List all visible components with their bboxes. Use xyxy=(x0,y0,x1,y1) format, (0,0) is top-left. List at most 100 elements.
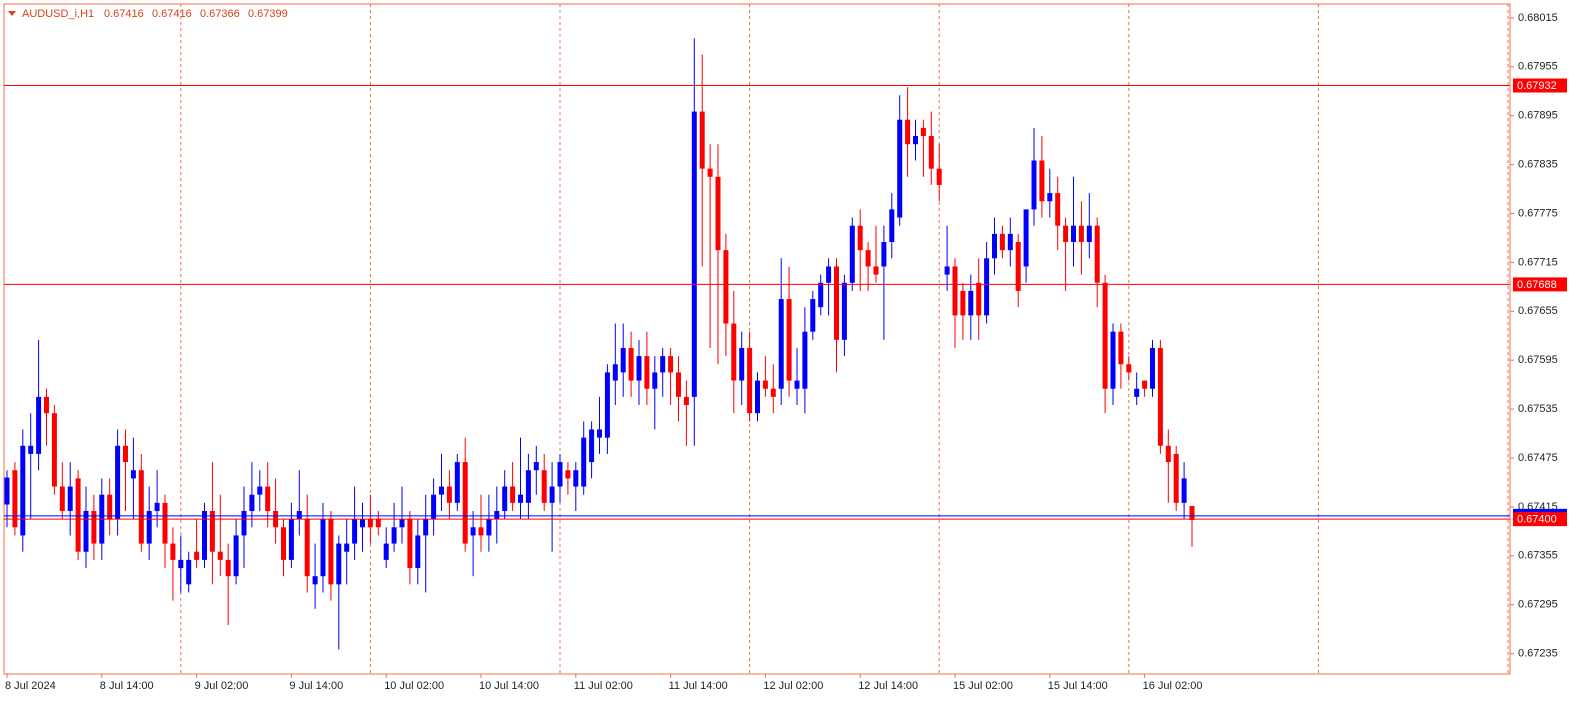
candle-body xyxy=(265,486,271,511)
candle-body xyxy=(841,282,847,340)
plot-frame xyxy=(3,3,1511,675)
x-tick-label: 10 Jul 02:00 xyxy=(384,680,444,692)
candle-body xyxy=(367,519,373,528)
candle-body xyxy=(44,396,49,414)
candle-body xyxy=(51,413,57,487)
y-tick-label: 0.67775 xyxy=(1518,207,1558,219)
candle-body xyxy=(510,486,516,503)
candle-body xyxy=(423,519,429,536)
candle-body xyxy=(770,388,776,397)
candle-body xyxy=(336,543,342,585)
candle-body xyxy=(1023,209,1029,267)
candle-body xyxy=(209,510,215,552)
candle-body xyxy=(660,356,666,373)
candle-body xyxy=(1055,193,1061,226)
candle-body xyxy=(818,282,824,308)
candle-body xyxy=(1134,388,1140,397)
y-tick-label: 0.67955 xyxy=(1518,61,1558,73)
candle-body xyxy=(581,437,587,487)
candle-body xyxy=(976,282,982,316)
candle-body xyxy=(257,486,263,495)
candle-body xyxy=(984,258,990,316)
candle-body xyxy=(391,527,397,544)
candle-body xyxy=(762,380,768,389)
candle-body xyxy=(739,347,745,381)
candle-body xyxy=(399,519,405,528)
candle-body xyxy=(525,470,531,503)
price-level-label: 0.67688 xyxy=(1517,279,1557,291)
candle-body xyxy=(202,510,207,560)
candle-body xyxy=(920,127,926,137)
candle-body xyxy=(320,519,326,577)
candle-body xyxy=(470,527,476,536)
candle-body xyxy=(36,396,42,454)
candle-body xyxy=(905,119,911,145)
candle-body xyxy=(360,519,365,528)
candle-body xyxy=(1189,506,1195,520)
x-tick-label: 15 Jul 14:00 xyxy=(1048,680,1108,692)
x-tick-label: 9 Jul 02:00 xyxy=(195,680,249,692)
candle-body xyxy=(1015,242,1021,291)
collapse-arrow[interactable] xyxy=(8,11,16,16)
y-tick-label: 0.67355 xyxy=(1518,550,1558,562)
candle-body xyxy=(178,559,184,569)
candle-body xyxy=(565,470,571,479)
candle-body xyxy=(439,486,444,495)
header-open: 0.67416 xyxy=(104,8,144,20)
candle-body xyxy=(873,266,879,275)
candle-body xyxy=(344,543,350,552)
candle-body xyxy=(778,299,784,389)
candle-body xyxy=(217,551,223,560)
candle-body xyxy=(170,543,176,560)
candle-body xyxy=(1047,193,1053,202)
candle-body xyxy=(810,299,816,332)
candle-body xyxy=(12,470,18,528)
candle-body xyxy=(1118,331,1124,365)
x-tick-label: 12 Jul 14:00 xyxy=(858,680,918,692)
candle-body xyxy=(723,250,729,324)
price-level-label: 0.67932 xyxy=(1517,80,1557,92)
candle-body xyxy=(1173,453,1179,503)
candle-body xyxy=(1150,347,1155,389)
candle-body xyxy=(1063,225,1069,243)
y-tick-label: 0.67595 xyxy=(1518,354,1558,366)
x-tick-label: 12 Jul 02:00 xyxy=(763,680,823,692)
candle-body xyxy=(715,176,721,251)
candle-body xyxy=(707,168,713,177)
candle-body xyxy=(644,356,650,389)
candle-body xyxy=(683,396,689,406)
candle-body xyxy=(1031,160,1037,210)
price-level-label: 0.67400 xyxy=(1517,514,1557,526)
candle-body xyxy=(731,323,737,381)
candle-body xyxy=(794,380,800,389)
candle-body xyxy=(375,519,381,528)
candle-body xyxy=(755,380,760,414)
candle-body xyxy=(75,478,81,552)
candle-body xyxy=(281,527,286,560)
candle-body xyxy=(557,462,563,487)
candle-body xyxy=(834,266,839,340)
symbol-title: AUDUSD_i,H1 xyxy=(22,8,94,20)
y-tick-label: 0.67235 xyxy=(1518,648,1558,660)
candle-body xyxy=(612,364,618,381)
candle-body xyxy=(936,168,942,185)
candle-body xyxy=(668,356,674,373)
candle-body xyxy=(28,445,34,454)
header-low: 0.67366 xyxy=(200,8,240,20)
y-tick-label: 0.67715 xyxy=(1518,256,1558,268)
candle-body xyxy=(454,462,460,503)
candle-body xyxy=(1102,282,1108,389)
candle-body xyxy=(162,502,168,544)
candle-body xyxy=(1094,225,1100,283)
candle-body xyxy=(518,494,523,503)
candle-body xyxy=(699,111,705,169)
candle-body xyxy=(968,290,974,316)
candle-body xyxy=(636,356,642,381)
candle-body xyxy=(138,470,144,544)
candle-body xyxy=(992,233,997,259)
x-tick-label: 11 Jul 02:00 xyxy=(574,680,633,692)
candle-body xyxy=(573,470,579,487)
candle-body xyxy=(676,372,681,397)
candle-body xyxy=(296,510,302,520)
candle-body xyxy=(897,119,903,218)
